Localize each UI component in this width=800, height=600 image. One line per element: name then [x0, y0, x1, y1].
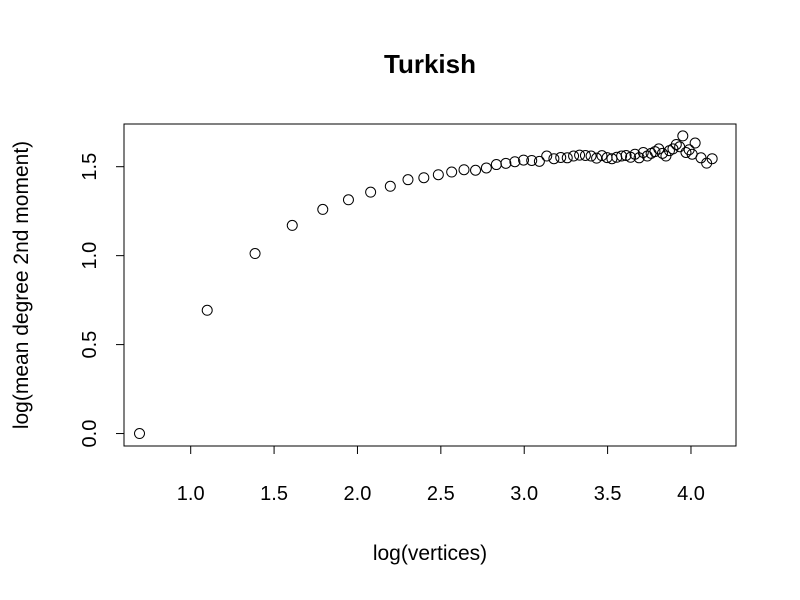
data-point [701, 157, 713, 169]
data-point [596, 150, 608, 162]
data-point [695, 152, 707, 164]
x-tick-label: 3.0 [510, 483, 538, 505]
data-point [660, 150, 672, 162]
data-point [620, 149, 632, 161]
data-point [402, 174, 414, 186]
data-point [591, 152, 603, 164]
data-point [656, 147, 668, 159]
data-point [342, 194, 354, 206]
data-point [689, 137, 701, 149]
data-point [470, 164, 482, 176]
data-point [555, 151, 567, 163]
data-point [418, 172, 430, 184]
data-point [134, 428, 146, 440]
x-axis: 1.0 1.5 2.0 2.5 3.0 3.5 4.0 [177, 445, 705, 505]
data-point [548, 153, 560, 165]
x-tick-label: 3.5 [594, 483, 622, 505]
data-point [637, 146, 649, 158]
data-point [629, 148, 641, 160]
x-tick-label: 1.0 [177, 483, 205, 505]
data-point [249, 248, 261, 260]
data-point [667, 143, 679, 155]
data-point [706, 153, 718, 165]
y-tick-label: 0.5 [79, 331, 101, 359]
x-axis-label: log(vertices) [373, 542, 487, 565]
data-point [446, 166, 458, 178]
data-point [509, 156, 521, 168]
data-point [500, 157, 512, 169]
data-point [533, 155, 545, 167]
data-point [518, 154, 530, 166]
data-point [201, 304, 213, 316]
data-point [561, 152, 573, 164]
data-point [490, 159, 502, 171]
data-point [677, 130, 689, 142]
data-point [432, 169, 444, 181]
data-points [134, 130, 718, 440]
x-tick-label: 1.5 [260, 483, 288, 505]
data-point [458, 164, 470, 176]
data-point [541, 150, 553, 162]
y-axis: 0.0 0.5 1.0 1.5 [79, 153, 125, 448]
data-point [579, 149, 591, 161]
y-tick-label: 1.0 [79, 242, 101, 270]
x-tick-label: 4.0 [677, 483, 705, 505]
data-point [480, 162, 492, 174]
data-point [384, 180, 396, 192]
chart-title: Turkish [384, 49, 476, 79]
y-tick-label: 1.5 [79, 153, 101, 181]
plot-frame [123, 123, 737, 447]
x-tick-label: 2.5 [427, 483, 455, 505]
data-point [526, 154, 538, 166]
data-point [286, 219, 298, 231]
y-tick-label: 0.0 [79, 420, 101, 448]
data-point [680, 146, 692, 158]
data-point [568, 150, 580, 162]
data-point [616, 150, 628, 162]
data-point [649, 146, 661, 158]
data-point [317, 203, 329, 215]
data-point [585, 150, 597, 162]
x-tick-label: 2.0 [344, 483, 372, 505]
data-point [674, 141, 686, 153]
y-axis-label: log(mean degree 2nd moment) [10, 141, 33, 429]
data-point [574, 149, 586, 161]
data-point [670, 138, 682, 150]
data-point [365, 186, 377, 198]
